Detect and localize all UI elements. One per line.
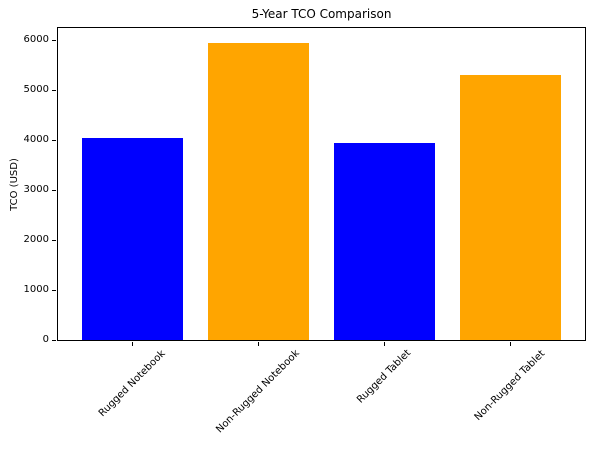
y-tick-mark: [52, 39, 56, 41]
y-tick-mark: [52, 339, 56, 341]
x-tick-label: Rugged Notebook: [96, 347, 168, 419]
x-tick-mark: [510, 342, 512, 346]
y-tick-mark: [52, 189, 56, 191]
y-tick-mark: [52, 239, 56, 241]
y-axis-label-container: TCO (USD): [2, 27, 26, 341]
y-tick-mark: [52, 89, 56, 91]
x-tick-label: Non-Rugged Tablet: [472, 348, 548, 423]
bar-rugged-notebook: [81, 137, 183, 340]
bar-rugged-tablet: [334, 142, 435, 340]
y-tick-label: 5000: [23, 84, 49, 96]
y-axis-label: TCO (USD): [8, 157, 20, 211]
y-tick-mark: [52, 289, 56, 291]
bar-non-rugged-tablet: [460, 75, 562, 340]
y-tick-label: 6000: [23, 34, 49, 46]
y-tick-mark: [52, 139, 56, 141]
chart-title: 5-Year TCO Comparison: [251, 7, 392, 21]
y-tick-label: 4000: [23, 134, 49, 146]
x-tick-mark: [131, 342, 133, 346]
plot-area: 0 1000 2000 3000 4000 5000 6000 Rugged Notebook…: [24, 27, 586, 436]
y-tick-label: 3000: [23, 184, 49, 196]
bar-non-rugged-notebook: [208, 42, 309, 340]
y-tick-label: 1000: [23, 284, 49, 296]
y-tick-label: 2000: [23, 234, 49, 246]
y-tick-label: 0: [42, 334, 49, 345]
x-tick-mark: [257, 342, 259, 346]
x-tick-label: Non-Rugged Notebook: [214, 348, 302, 436]
x-tick-label: Rugged Tablet: [355, 347, 414, 406]
x-tick-mark: [384, 342, 386, 346]
